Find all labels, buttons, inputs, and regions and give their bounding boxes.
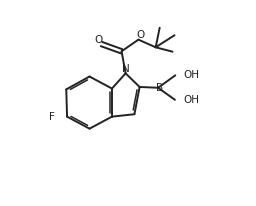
Text: N: N: [122, 63, 130, 74]
Text: O: O: [137, 30, 145, 40]
Text: B: B: [155, 83, 163, 93]
Text: OH: OH: [184, 70, 200, 80]
Text: F: F: [49, 112, 55, 122]
Text: OH: OH: [183, 95, 199, 105]
Text: O: O: [94, 35, 102, 46]
